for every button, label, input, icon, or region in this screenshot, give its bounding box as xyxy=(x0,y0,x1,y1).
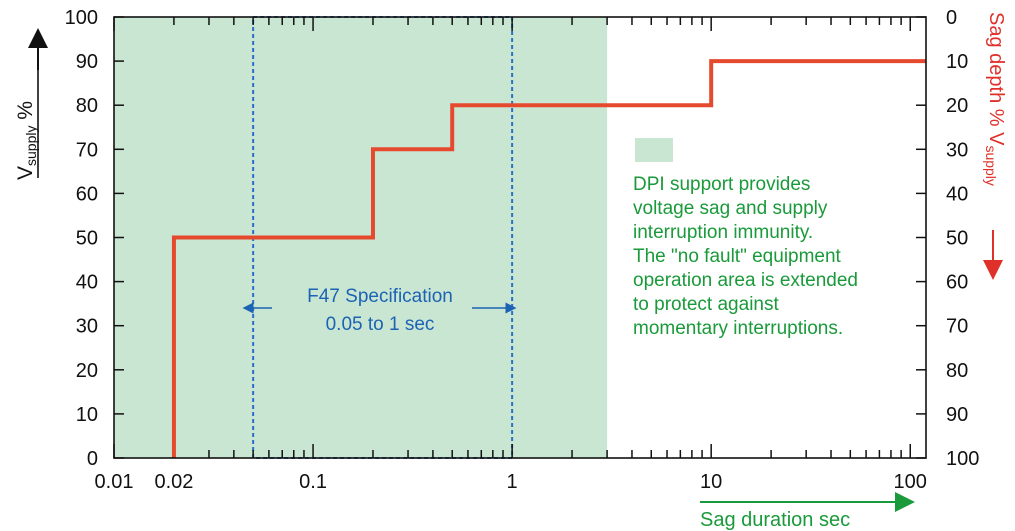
y-tick-label: 90 xyxy=(76,51,98,73)
y-tick-label: 70 xyxy=(76,139,98,161)
y-tick-label: 20 xyxy=(76,360,98,382)
y-tick-label: 0 xyxy=(87,448,98,470)
y-tick-label: 30 xyxy=(76,316,98,338)
y2-tick-label: 80 xyxy=(946,360,968,382)
x-tick-label: 0.02 xyxy=(154,471,193,493)
f47-spec-title: F47 Specification xyxy=(307,286,453,307)
y-tick-label: 40 xyxy=(76,272,98,294)
dpi-note: DPI support provides voltage sag and sup… xyxy=(633,174,863,339)
note-line-3: interruption immunity. xyxy=(633,222,813,243)
svg-text:Sag depth % Vsupply: Sag depth % Vsupply xyxy=(983,12,1007,186)
y2label-sub: supply xyxy=(983,145,999,185)
x-tick-labels: 0.01 0.02 0.1 1 10 100 xyxy=(95,471,927,493)
x-axis-label: Sag duration sec xyxy=(700,509,850,531)
y2-tick-label: 40 xyxy=(946,183,968,205)
y-tick-label: 10 xyxy=(76,404,98,426)
y2-tick-label: 20 xyxy=(946,95,968,117)
y-tick-label: 60 xyxy=(76,183,98,205)
note-line-7: momentary interruptions. xyxy=(633,318,843,339)
y2-tick-label: 70 xyxy=(946,316,968,338)
note-line-5: operation area is extended xyxy=(633,270,858,291)
y2-tick-label: 10 xyxy=(946,51,968,73)
y2-tick-label: 0 xyxy=(946,7,957,29)
y2label-main: Sag depth % V xyxy=(985,12,1007,146)
y-axis-label: Vsupply % xyxy=(14,101,39,180)
f47-spec-range: 0.05 to 1 sec xyxy=(326,314,435,335)
x-tick-label: 1 xyxy=(507,471,518,493)
note-line-4: The "no fault" equipment xyxy=(633,246,842,267)
plot-frame xyxy=(113,16,927,459)
x-tick-label: 0.01 xyxy=(95,471,134,493)
x-tick-label: 10 xyxy=(700,471,722,493)
y2-tick-label: 100 xyxy=(946,448,979,470)
plot-border xyxy=(113,16,927,459)
note-line-1: DPI support provides xyxy=(633,174,810,195)
svg-text:Vsupply %: Vsupply % xyxy=(14,101,39,180)
x-tick-label: 0.1 xyxy=(299,471,327,493)
y2-tick-label: 30 xyxy=(946,139,968,161)
ride-through-curve xyxy=(171,59,926,458)
ylabel-main: V xyxy=(14,166,37,180)
y2-tick-label: 90 xyxy=(946,404,968,426)
dpi-legend-swatch xyxy=(635,138,673,162)
note-line-2: voltage sag and supply xyxy=(633,198,828,219)
y-tick-labels: 0 10 20 30 40 50 60 70 80 90 100 xyxy=(65,7,98,470)
ylabel-sub: supply xyxy=(23,126,39,166)
x-tick-label: 100 xyxy=(894,471,927,493)
y2-axis-label: Sag depth % Vsupply xyxy=(983,12,1007,186)
ylabel-suffix: % xyxy=(14,101,37,126)
y2-tick-label: 50 xyxy=(946,228,968,250)
y2-tick-label: 60 xyxy=(946,272,968,294)
y-tick-label: 80 xyxy=(76,95,98,117)
y-tick-label: 100 xyxy=(65,7,98,29)
note-line-6: to protect against xyxy=(633,294,779,315)
series-line-1 xyxy=(171,59,926,458)
y-tick-label: 50 xyxy=(76,228,98,250)
